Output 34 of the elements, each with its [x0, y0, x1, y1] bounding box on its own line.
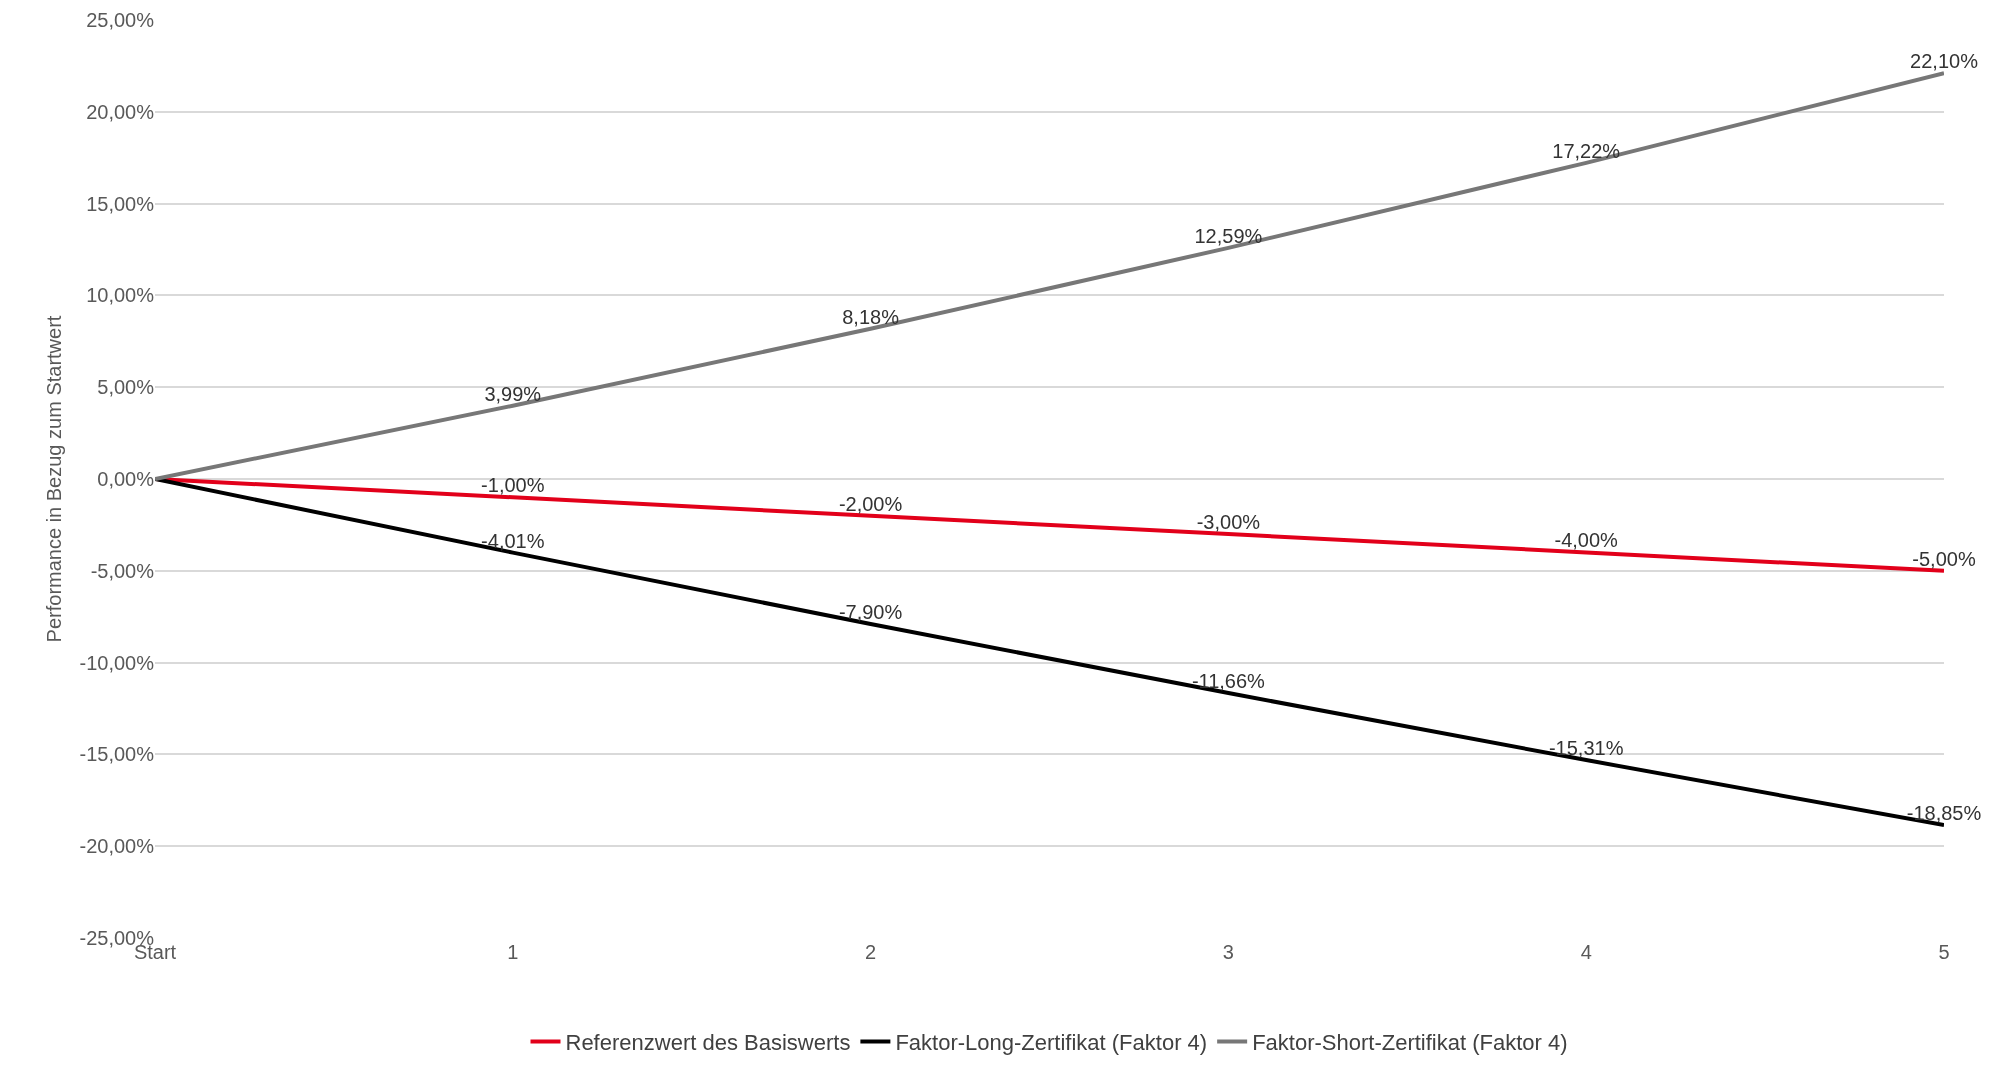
data-label: 17,22%: [1552, 139, 1621, 162]
data-label: -1,00%: [481, 474, 545, 497]
legend-label: Referenzwert des Basiswerts: [565, 1030, 851, 1055]
legend-label: Faktor-Short-Zertifikat (Faktor 4): [1252, 1030, 1568, 1055]
y-tick-label: 15,00%: [86, 192, 155, 215]
data-label: -5,00%: [1912, 547, 1976, 570]
data-label: 8,18%: [842, 305, 900, 328]
x-tick-label: 5: [1938, 941, 1950, 963]
x-tick-label: 3: [1222, 941, 1234, 963]
data-label: -7,90%: [838, 601, 903, 624]
data-label: -4,00%: [1554, 529, 1619, 552]
y-tick-label: -10,00%: [79, 651, 155, 674]
y-tick-label: -15,00%: [79, 743, 155, 766]
y-tick-label: -20,00%: [79, 835, 155, 858]
data-label: -4,01%: [481, 529, 545, 552]
y-tick-label: 5,00%: [97, 376, 155, 399]
data-label: 3,99%: [484, 382, 542, 405]
y-tick-label: 25,00%: [86, 9, 155, 31]
data-label: 22,10%: [1910, 50, 1979, 73]
data-label: -18,85%: [1906, 802, 1982, 825]
data-label: -11,66%: [1191, 670, 1266, 693]
data-label: -15,31%: [1548, 737, 1624, 760]
data-label: -2,00%: [838, 492, 903, 515]
y-tick-label: 20,00%: [86, 100, 155, 123]
data-label: -3,00%: [1196, 511, 1261, 534]
x-tick-label: 4: [1580, 941, 1592, 963]
y-tick-label: 0,00%: [97, 468, 155, 490]
y-tick-label: 10,00%: [86, 284, 155, 307]
y-tick-label: -5,00%: [90, 559, 155, 582]
x-tick-label: 2: [865, 941, 877, 963]
data-label: 12,59%: [1194, 224, 1263, 247]
y-axis-title: Performance in Bezug zum Startwert: [43, 315, 65, 643]
legend-label: Faktor-Long-Zertifikat (Faktor 4): [895, 1030, 1208, 1055]
x-tick-label: 1: [507, 941, 519, 963]
